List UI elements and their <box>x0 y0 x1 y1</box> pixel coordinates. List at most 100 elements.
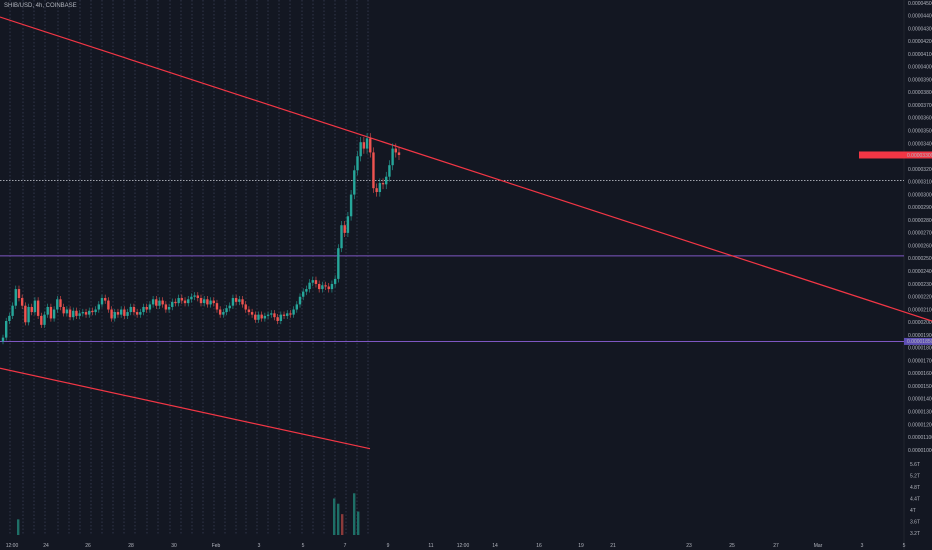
candle-body <box>59 299 62 307</box>
candle-body <box>218 309 222 315</box>
price-tick-label: 0.00003100 <box>908 180 932 186</box>
candle-body <box>94 309 97 313</box>
price-tick-label: 0.00003400 <box>908 141 932 147</box>
price-tick-label: 0.00003900 <box>908 77 932 83</box>
price-tick-label: 0.00003500 <box>908 129 932 135</box>
price-tick-label: 0.00002200 <box>908 295 932 301</box>
price-tick-label: 0.00001100 <box>908 435 932 441</box>
price-tick-label: 0.00004000 <box>908 65 932 71</box>
price-tick-label: 0.00002700 <box>908 231 932 237</box>
candle-body <box>254 314 257 320</box>
candle-body <box>333 278 337 284</box>
candle-body <box>378 183 382 193</box>
candle-body <box>394 148 398 153</box>
candle-body <box>321 285 324 290</box>
candle-body <box>132 306 136 313</box>
candle-body <box>158 300 161 306</box>
candle-body <box>164 304 168 310</box>
volume-bar <box>17 519 20 535</box>
candle-body <box>148 304 152 310</box>
candle-body <box>11 305 14 316</box>
price-tick-label: 0.00002100 <box>908 307 932 313</box>
volume-tick-label: 5.6T <box>910 462 920 468</box>
price-tick-label: 0.00001000 <box>908 448 932 454</box>
candle-body <box>20 298 24 306</box>
candle-body <box>247 309 251 313</box>
candle-body <box>273 313 276 318</box>
lower-trendline <box>0 367 371 450</box>
candle-body <box>238 299 241 302</box>
x-tick-label: 27 <box>773 543 779 549</box>
current-price-label: 0.00003300 <box>907 153 932 159</box>
volume-tick-label: 4.8T <box>910 485 920 491</box>
candle-body <box>187 299 190 304</box>
price-tick-label: 0.00001600 <box>908 371 932 377</box>
volume-tick-label: 3.2T <box>910 531 920 537</box>
candle-body <box>356 156 359 171</box>
candle-body <box>113 312 116 319</box>
x-tick-label: 3 <box>861 543 864 549</box>
price-tick-label: 0.00004100 <box>908 52 932 58</box>
candle-body <box>139 312 142 315</box>
x-tick-label: 23 <box>686 543 692 549</box>
symbol-label: SHIB/USD, 4h, COINBASE <box>4 3 77 9</box>
candle-body <box>135 312 139 315</box>
candle-body <box>72 310 75 318</box>
candle-body <box>375 188 378 193</box>
candle-body <box>103 298 107 301</box>
price-tick-label: 0.00003600 <box>908 116 932 122</box>
price-tick-label: 0.00003000 <box>908 192 932 198</box>
x-tick-label: 5 <box>302 543 305 549</box>
candle-body <box>161 300 164 305</box>
candle-body <box>174 301 177 304</box>
candle-body <box>266 314 270 316</box>
candle-body <box>193 295 196 297</box>
x-tick-label: 3 <box>258 543 261 549</box>
candle-body <box>257 314 260 320</box>
candle-body <box>317 283 321 290</box>
candle-body <box>91 310 94 313</box>
candle-body <box>151 299 155 305</box>
candle-body <box>196 295 200 299</box>
price-tick-label: 0.00004200 <box>908 39 932 45</box>
candle-body <box>123 309 126 316</box>
x-tick-label: 12:00 <box>457 543 470 549</box>
candle-body <box>33 300 37 313</box>
candle-body <box>43 314 46 325</box>
price-tick-label: 0.00001500 <box>908 384 932 390</box>
price-tick-label: 0.00001700 <box>908 358 932 364</box>
candle-body <box>14 289 17 306</box>
volume-bar <box>337 503 340 535</box>
candle-body <box>167 306 171 310</box>
candle-body <box>24 305 27 323</box>
candle-body <box>270 313 273 315</box>
upper-trendline <box>0 16 932 322</box>
candle-body <box>155 299 158 306</box>
x-tick-label: 12:00 <box>6 543 19 549</box>
candle-body <box>289 313 292 315</box>
candle-body <box>228 305 231 309</box>
candle-body <box>68 309 72 318</box>
candle-body <box>295 304 299 310</box>
support-price-label: 0.00001850 <box>907 339 932 345</box>
candle-body <box>381 183 385 185</box>
candle-body <box>301 291 305 297</box>
candle-body <box>119 309 123 315</box>
candle-body <box>260 314 263 319</box>
candle-body <box>212 300 215 304</box>
candle-body <box>49 306 53 319</box>
x-tick-label: Mar <box>814 543 823 549</box>
candle-body <box>279 314 283 322</box>
candle-body <box>4 321 8 338</box>
price-tick-label: 0.00001900 <box>908 333 932 339</box>
candle-body <box>84 312 88 315</box>
candle-body <box>100 298 104 305</box>
candle-body <box>391 148 394 166</box>
x-tick-label: 5 <box>903 543 906 549</box>
candle-body <box>343 225 346 233</box>
candle-body <box>177 298 180 304</box>
candle-body <box>276 317 279 322</box>
candle-body <box>52 309 56 319</box>
